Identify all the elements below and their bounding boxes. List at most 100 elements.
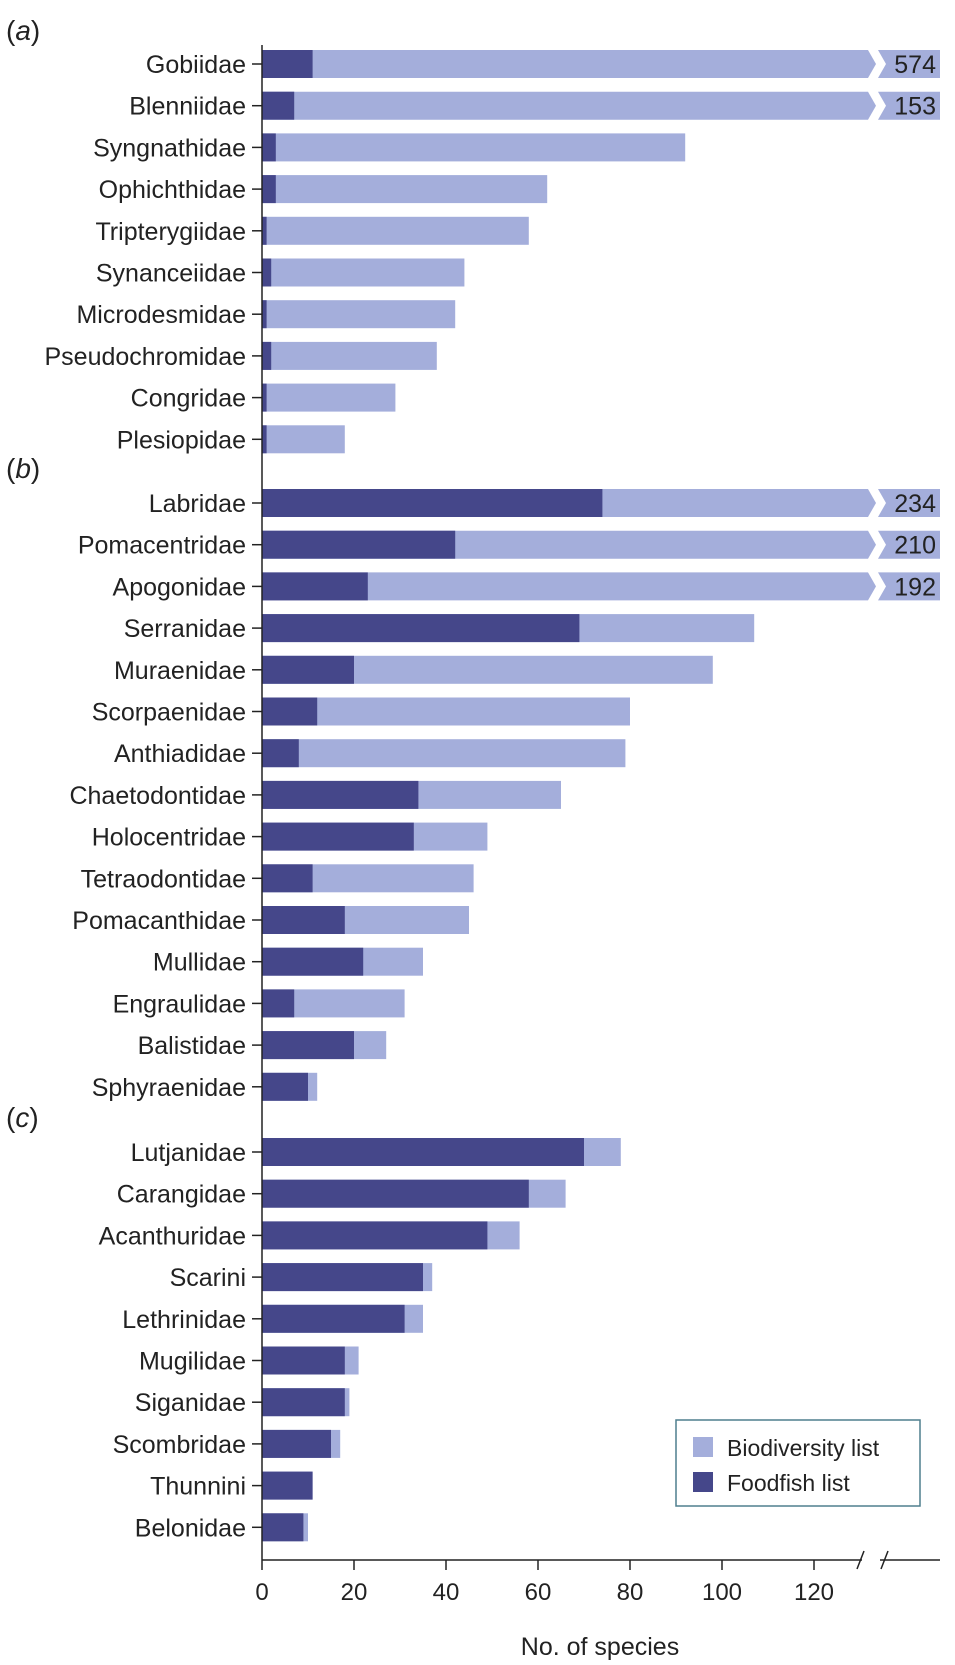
category-label-tetraodontidae: Tetraodontidae <box>81 865 246 893</box>
category-label-ophichthidae: Ophichthidae <box>99 176 246 204</box>
category-label-anthiadidae: Anthiadidae <box>114 740 246 768</box>
category-label-scorpaenidae: Scorpaenidae <box>92 699 246 727</box>
category-label-serranidae: Serranidae <box>124 615 246 643</box>
bar-biodiversity-tripterygiidae <box>262 216 529 245</box>
panel-label-c: (c) <box>6 1102 39 1133</box>
bar-foodfish-scarini <box>262 1263 423 1292</box>
category-label-scombridae: Scombridae <box>113 1431 246 1459</box>
category-label-belonidae: Belonidae <box>135 1514 246 1542</box>
category-label-labridae: Labridae <box>149 490 246 518</box>
bar-biodiversity-microdesmidae <box>262 300 456 329</box>
category-label-blenniidae: Blenniidae <box>129 93 246 121</box>
category-label-microdesmidae: Microdesmidae <box>76 301 246 329</box>
x-tick-label-100: 100 <box>702 1579 742 1606</box>
category-label-siganidae: Siganidae <box>135 1389 246 1417</box>
bar-biodiversity-gobiidae <box>262 50 876 78</box>
legend-box <box>675 1419 921 1507</box>
x-axis-title: No. of species <box>521 1633 679 1661</box>
bar-foodfish-lutjanidae <box>262 1138 584 1166</box>
category-label-muraenidae: Muraenidae <box>114 657 246 685</box>
legend-label-foodfish: Foodfish list <box>727 1470 850 1496</box>
bar-foodfish-ophichthidae <box>262 175 276 204</box>
legend-swatch-biodiversity <box>693 1437 713 1457</box>
bar-foodfish-scorpaenidae <box>262 697 318 726</box>
bar-foodfish-mugilidae <box>262 1346 345 1375</box>
value-label-blenniidae: 153 <box>894 93 936 121</box>
bar-foodfish-pomacanthidae <box>262 906 345 934</box>
category-label-engraulidae: Engraulidae <box>113 990 246 1018</box>
bar-foodfish-muraenidae <box>262 655 354 684</box>
bar-foodfish-sphyraenidae <box>262 1072 308 1101</box>
bar-foodfish-acanthuridae <box>262 1221 488 1250</box>
x-tick-label-20: 20 <box>341 1579 368 1606</box>
bar-foodfish-microdesmidae <box>262 300 267 329</box>
bar-break-cap-labridae <box>878 489 940 517</box>
category-label-pomacanthidae: Pomacanthidae <box>72 907 246 935</box>
bar-biodiversity-syngnathidae <box>262 133 686 162</box>
bar-biodiversity-scorpaenidae <box>262 697 630 726</box>
category-label-pseudochromidae: Pseudochromidae <box>44 343 246 371</box>
x-tick-label-60: 60 <box>525 1579 552 1606</box>
bar-foodfish-scombridae <box>262 1429 331 1458</box>
legend-label-biodiversity: Biodiversity list <box>727 1435 880 1461</box>
axis-break-mark <box>856 1550 865 1570</box>
bar-foodfish-tetraodontidae <box>262 864 313 893</box>
bar-biodiversity-congridae <box>262 383 396 412</box>
category-label-lutjanidae: Lutjanidae <box>131 1139 246 1167</box>
bar-break-cap-apogonidae <box>878 572 940 601</box>
bar-foodfish-anthiadidae <box>262 739 299 768</box>
bar-foodfish-congridae <box>262 383 267 412</box>
bar-foodfish-belonidae <box>262 1513 304 1542</box>
category-label-apogonidae: Apogonidae <box>113 573 246 601</box>
bar-biodiversity-apogonidae <box>262 572 876 601</box>
category-label-thunnini: Thunnini <box>150 1473 246 1501</box>
value-label-labridae: 234 <box>894 490 936 518</box>
legend: Biodiversity list Foodfish list <box>675 1419 921 1507</box>
x-axis: 0 20 40 60 80 100 120 <box>252 45 940 1606</box>
x-tick-label-0: 0 <box>255 1579 268 1606</box>
bar-foodfish-thunnini <box>262 1471 313 1500</box>
category-label-holocentridae: Holocentridae <box>92 824 246 852</box>
axis-break-mark <box>880 1550 889 1570</box>
bar-foodfish-labridae <box>262 489 603 517</box>
bar-foodfish-syngnathidae <box>262 133 276 162</box>
bars-layer <box>262 50 940 1542</box>
category-label-mugilidae: Mugilidae <box>139 1348 246 1376</box>
bar-foodfish-apogonidae <box>262 572 368 601</box>
category-label-syngnathidae: Syngnathidae <box>93 134 246 162</box>
bar-biodiversity-pseudochromidae <box>262 341 437 370</box>
bar-biodiversity-blenniidae <box>262 91 876 120</box>
bar-break-cap-blenniidae <box>878 91 940 120</box>
category-label-acanthuridae: Acanthuridae <box>99 1222 246 1250</box>
category-label-balistidae: Balistidae <box>138 1032 246 1060</box>
bar-foodfish-holocentridae <box>262 822 414 851</box>
bar-foodfish-lethrinidae <box>262 1304 405 1333</box>
category-label-sphyraenidae: Sphyraenidae <box>92 1074 246 1102</box>
bar-foodfish-tripterygiidae <box>262 216 267 245</box>
bar-foodfish-serranidae <box>262 614 580 643</box>
x-tick-label-40: 40 <box>433 1579 460 1606</box>
category-label-synanceiidae: Synanceiidae <box>96 260 246 288</box>
panel-label-a: (a) <box>6 15 40 46</box>
bar-foodfish-engraulidae <box>262 989 295 1018</box>
bar-foodfish-pomacentridae <box>262 530 456 559</box>
category-label-gobiidae: Gobiidae <box>146 51 246 79</box>
x-tick-label-120: 120 <box>794 1579 834 1606</box>
category-label-lethrinidae: Lethrinidae <box>122 1306 246 1334</box>
bar-biodiversity-anthiadidae <box>262 739 626 768</box>
x-tick-label-80: 80 <box>617 1579 644 1606</box>
category-label-tripterygiidae: Tripterygiidae <box>95 218 246 246</box>
bar-foodfish-siganidae <box>262 1388 345 1417</box>
bar-foodfish-synanceiidae <box>262 258 272 287</box>
category-label-carangidae: Carangidae <box>117 1181 246 1209</box>
category-label-chaetodontidae: Chaetodontidae <box>69 782 246 810</box>
category-label-pomacentridae: Pomacentridae <box>78 532 246 560</box>
panel-label-b: (b) <box>6 453 40 484</box>
value-label-gobiidae: 574 <box>894 51 936 79</box>
category-label-congridae: Congridae <box>131 385 246 413</box>
value-label-apogonidae: 192 <box>894 573 936 601</box>
category-label-scarini: Scarini <box>170 1264 246 1292</box>
bar-foodfish-plesiopidae <box>262 425 267 454</box>
bar-biodiversity-ophichthidae <box>262 175 548 204</box>
